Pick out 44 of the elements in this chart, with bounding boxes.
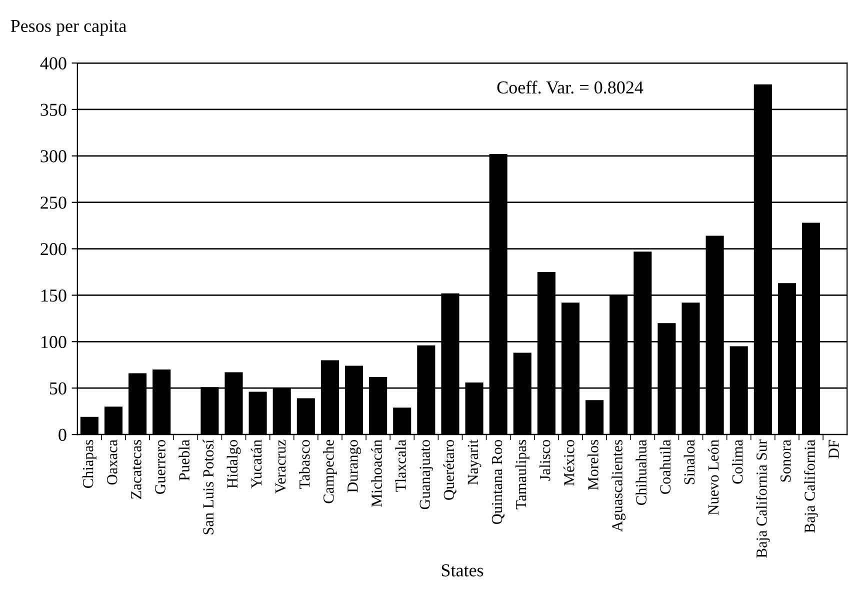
x-tick-label: Aguascalientes xyxy=(612,440,626,532)
x-tick-label: DF xyxy=(828,440,839,458)
x-tick-label: San Luis Potosí xyxy=(202,440,214,534)
x-tick-label: Hidalgo xyxy=(226,440,241,488)
x-tick-label: Yucatán xyxy=(250,440,262,488)
y-axis-title: Pesos per capita xyxy=(10,20,126,36)
y-tick-label: 300 xyxy=(40,150,66,162)
x-tick-label: Sonora xyxy=(780,440,791,482)
annotation: Coeff. Var. = 0.8024 xyxy=(497,80,644,94)
x-tick-label: Michoacán xyxy=(371,440,382,507)
x-tick-label: Durango xyxy=(348,440,361,492)
y-tick-label: 100 xyxy=(41,336,66,348)
x-tick-label: Veracruz xyxy=(276,440,286,494)
y-tick-label: 350 xyxy=(40,104,66,116)
x-tick-label: Tabasco xyxy=(298,440,310,489)
y-tick-label: 250 xyxy=(40,196,66,209)
x-tick-label: Baja California xyxy=(804,440,818,533)
x-tick-label: Nuevo León xyxy=(708,440,719,515)
x-tick-label: Oaxaca xyxy=(107,440,118,485)
x-tick-label: Quintana Roo xyxy=(492,440,504,524)
x-tick-label: Chihuahua xyxy=(636,440,646,505)
x-tick-label: México xyxy=(564,440,574,486)
x-tick-label: Puebla xyxy=(178,440,190,481)
x-tick-label: Guerrero xyxy=(155,440,166,494)
x-tick-label: Tlaxcala xyxy=(395,440,406,492)
x-tick-label: Campeche xyxy=(323,440,337,504)
x-tick-label: Tamaulipas xyxy=(515,440,530,510)
x-tick-label: Zacatecas xyxy=(131,440,142,499)
x-tick-label: Jalisco xyxy=(540,440,550,481)
x-tick-label: Guanajuato xyxy=(420,440,434,510)
x-axis-title: States xyxy=(442,564,484,576)
x-tick-label: Baja California Sur xyxy=(756,440,770,558)
x-tick-label: Colima xyxy=(732,440,743,484)
y-tick-label: 200 xyxy=(40,243,66,256)
y-tick-label: 150 xyxy=(41,289,66,302)
y-tick-label: 50 xyxy=(50,382,66,395)
x-tick-label: Chiapas xyxy=(82,440,96,488)
x-tick-label: Coahuila xyxy=(660,440,671,494)
y-tick-label: 0 xyxy=(58,428,66,441)
y-tick-label: 400 xyxy=(40,57,66,70)
x-tick-label: Querétaro xyxy=(443,440,456,500)
x-tick-label: Morelos xyxy=(588,440,598,490)
x-tick-label: Sinaloa xyxy=(684,440,695,484)
x-tick-label: Nayarit xyxy=(468,439,482,485)
